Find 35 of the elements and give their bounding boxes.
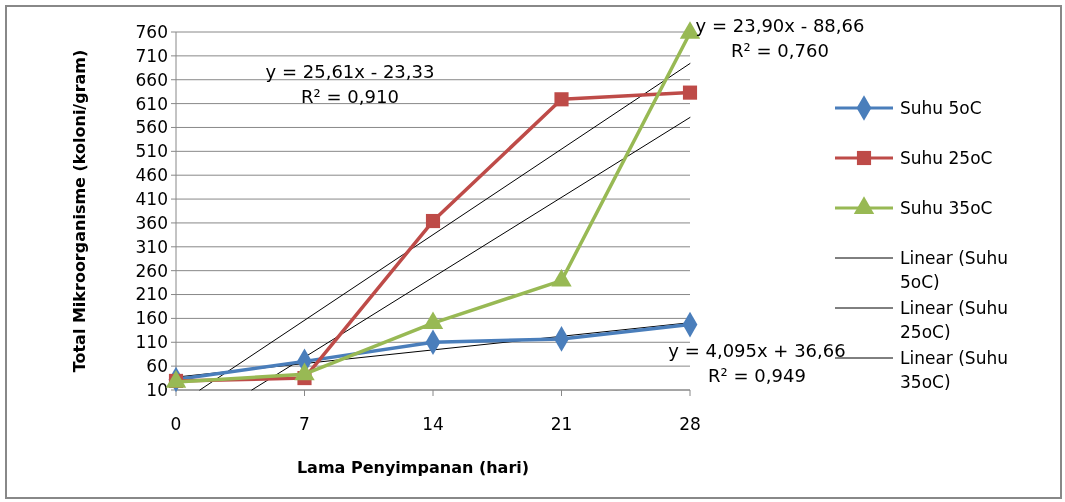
y-tick-label: 560 [135, 117, 168, 138]
y-tick-label: 160 [135, 308, 168, 329]
annotation: y = 25,61x - 23,33 R² = 0,910 [265, 61, 435, 107]
y-tick-label: 110 [135, 332, 168, 353]
y-tick-label: 60 [146, 356, 168, 377]
y-tick-label: 760 [135, 21, 168, 42]
y-tick-label: 660 [135, 69, 168, 90]
y-tick-label: 210 [135, 284, 168, 305]
y-tick-label: 310 [135, 236, 168, 257]
point [425, 213, 441, 229]
y-tick-label: 510 [135, 141, 168, 162]
legend-label: Linear (Suhu 25oC) [900, 298, 1008, 342]
x-tick-label: 28 [679, 414, 701, 434]
legend-label: Suhu 5oC [900, 98, 982, 118]
y-tick-label: 610 [135, 93, 168, 114]
x-tick-label: 0 [170, 414, 182, 434]
y-tick-label: 710 [135, 45, 168, 66]
legend-label: Linear (Suhu 35oC) [900, 348, 1008, 392]
y-tick-label: 460 [135, 165, 168, 186]
y-tick-label: 360 [135, 212, 168, 233]
point [682, 85, 698, 100]
legend-label: Suhu 35oC [900, 198, 993, 218]
x-axis-title: Lama Penyimpanan (hari) [296, 458, 530, 477]
annotation: y = 4,095x + 36,66 R² = 0,949 [668, 340, 846, 386]
y-axis-title: Total Mikroorganisme (koloni/gram) [70, 49, 89, 373]
x-tick-label: 14 [422, 414, 444, 434]
legend-label: Linear (Suhu 5oC) [900, 248, 1008, 292]
point [554, 92, 569, 107]
legend-label: Suhu 25oC [900, 148, 993, 168]
x-tick-label: 21 [550, 414, 573, 434]
y-tick-label: 10 [146, 379, 168, 400]
x-tick-label: 7 [299, 414, 310, 434]
y-tick-label: 410 [135, 189, 168, 210]
text: y = 23,90x - 88,66 R² = 0,760 [695, 15, 865, 61]
y-tick-label: 260 [135, 260, 168, 281]
